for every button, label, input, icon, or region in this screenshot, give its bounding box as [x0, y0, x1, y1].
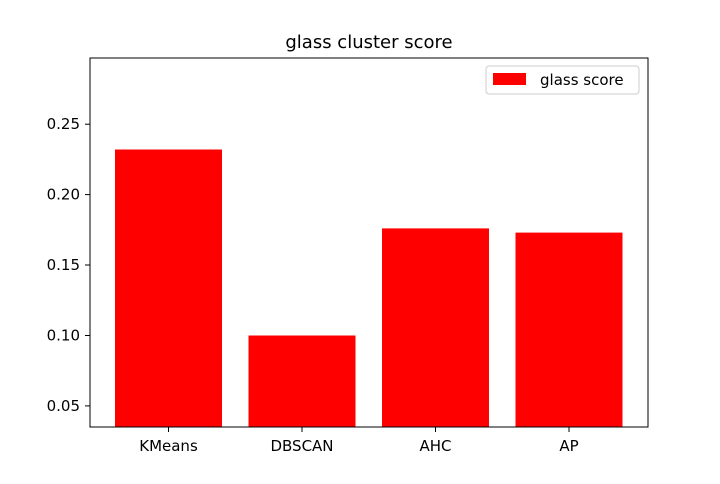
x-tick-label-kmeans: KMeans	[139, 437, 198, 455]
legend-label-glass-score: glass score	[540, 71, 624, 89]
y-tick-label: 0.10	[47, 327, 80, 345]
legend-swatch	[493, 73, 526, 85]
bar-ahc	[382, 228, 489, 427]
x-tick-label-ap: AP	[559, 437, 578, 455]
y-axis: 0.05 0.10 0.15 0.20 0.25	[47, 115, 90, 415]
plot-area-frame	[89, 57, 649, 428]
bar-kmeans	[115, 149, 222, 427]
y-tick-label: 0.15	[47, 256, 80, 274]
chart-title: glass cluster score	[285, 32, 452, 53]
y-tick-label: 0.25	[47, 115, 80, 133]
legend: glass score	[485, 65, 640, 95]
x-axis: KMeans DBSCAN AHC AP	[139, 427, 579, 455]
bar-dbscan	[248, 335, 356, 427]
x-tick-label-ahc: AHC	[419, 437, 451, 455]
bar-ap	[515, 232, 623, 427]
x-tick-label-dbscan: DBSCAN	[270, 437, 333, 455]
y-tick-label: 0.20	[47, 186, 80, 204]
bars-layer	[115, 149, 623, 427]
y-tick-label: 0.05	[47, 397, 80, 415]
